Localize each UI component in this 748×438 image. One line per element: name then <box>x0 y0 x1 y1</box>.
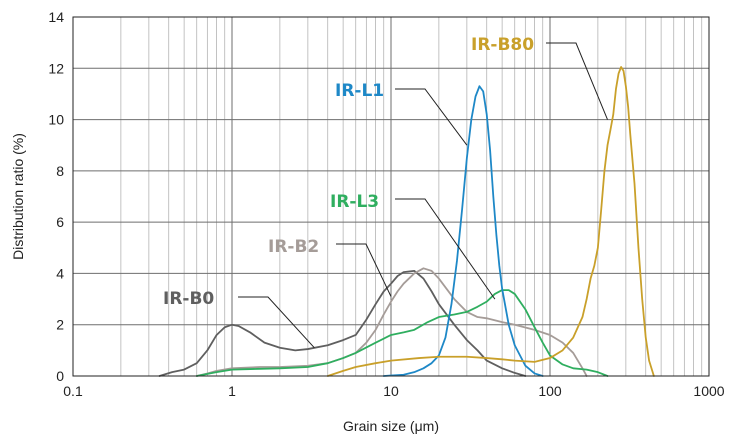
series-label-ir-b2: IR-B2 <box>268 237 319 257</box>
y-tick-label: 4 <box>56 265 64 281</box>
series-line-ir-b2 <box>195 267 588 377</box>
series-label-ir-b0: IR-B0 <box>163 289 214 309</box>
leader-line-ir-b0 <box>238 296 315 349</box>
y-axis-title: Distribution ratio (%) <box>10 133 26 260</box>
y-tick-label: 6 <box>56 214 64 230</box>
y-tick-label: 10 <box>48 112 64 128</box>
series-line-ir-b0 <box>158 269 527 377</box>
series-label-ir-b80: IR-B80 <box>471 35 534 55</box>
y-tick-label: 12 <box>48 60 64 76</box>
x-tick-label: 10 <box>383 383 399 399</box>
series-label-ir-l3: IR-L3 <box>330 192 379 212</box>
series-line-ir-b80 <box>326 66 655 377</box>
grid <box>72 16 710 377</box>
y-tick-label: 8 <box>56 163 64 179</box>
tick-labels: 0.1 1 10 100 1000 0 2 4 6 8 10 12 14 <box>48 9 724 399</box>
y-tick-label: 0 <box>56 368 64 384</box>
annotation-leaders <box>238 42 608 349</box>
series-line-ir-l1 <box>382 85 544 377</box>
x-tick-label: 100 <box>538 383 562 399</box>
series-lines <box>158 66 655 377</box>
x-tick-label: 1 <box>228 383 236 399</box>
x-axis-title: Grain size (μm) <box>343 418 439 434</box>
y-tick-label: 2 <box>56 317 64 333</box>
leader-line-ir-l3 <box>395 198 496 300</box>
y-tick-label: 14 <box>48 9 64 25</box>
leader-line-ir-b2 <box>336 243 392 297</box>
leader-line-ir-l1 <box>395 88 468 146</box>
leader-line-ir-b80 <box>546 42 608 120</box>
x-tick-label: 0.1 <box>63 383 83 399</box>
series-line-ir-l3 <box>195 289 609 377</box>
x-tick-label: 1000 <box>693 383 724 399</box>
series-labels: IR-B0 IR-B2 IR-L3 IR-L1 IR-B80 <box>163 35 534 309</box>
plot-frame <box>72 16 710 377</box>
series-label-ir-l1: IR-L1 <box>335 81 384 101</box>
